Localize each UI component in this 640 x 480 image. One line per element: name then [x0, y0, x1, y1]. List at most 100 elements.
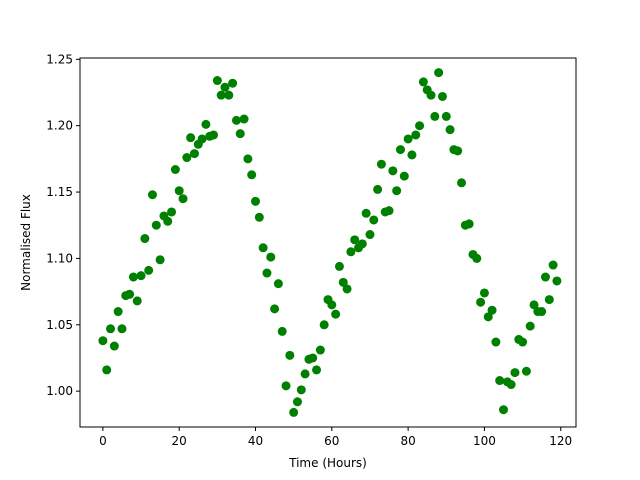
data-point	[300, 369, 310, 379]
data-point	[228, 78, 238, 88]
data-point	[445, 125, 455, 135]
data-point	[281, 381, 291, 391]
x-tick-label: 120	[549, 434, 572, 448]
data-point	[521, 366, 531, 376]
data-point	[441, 111, 451, 121]
data-point	[258, 243, 268, 253]
data-point	[167, 207, 177, 217]
data-point	[544, 295, 554, 305]
data-point	[136, 271, 146, 281]
data-point	[518, 337, 528, 347]
data-point	[201, 119, 211, 129]
data-point	[247, 170, 257, 180]
y-tick-label: 1.15	[46, 185, 73, 199]
data-point	[308, 353, 318, 363]
data-point	[235, 129, 245, 139]
data-point	[163, 216, 173, 226]
data-point	[151, 220, 161, 230]
data-point	[384, 206, 394, 216]
data-point	[216, 90, 226, 100]
data-point	[399, 171, 409, 181]
data-point	[483, 312, 493, 322]
data-point	[144, 265, 154, 275]
data-point	[270, 304, 280, 314]
data-point	[98, 336, 108, 346]
y-tick-label: 1.20	[46, 119, 73, 133]
data-point	[357, 239, 367, 249]
data-point	[327, 300, 337, 310]
data-point	[529, 300, 539, 310]
data-point	[277, 326, 287, 336]
data-point	[403, 134, 413, 144]
data-point	[361, 208, 371, 218]
data-point	[262, 268, 272, 278]
data-point	[220, 82, 230, 92]
data-point	[266, 252, 276, 262]
x-tick-label: 60	[324, 434, 339, 448]
data-point	[373, 184, 383, 194]
y-axis-ticks: 1.00 1.05 1.10 1.15 1.20 1.25	[46, 52, 80, 398]
data-point	[426, 90, 436, 100]
data-point	[548, 260, 558, 270]
y-tick-label: 1.00	[46, 384, 73, 398]
data-point	[197, 134, 207, 144]
x-axis-ticks: 0 20 40 60 80 100 120	[99, 427, 572, 448]
data-point	[476, 297, 486, 307]
data-point	[525, 321, 535, 331]
x-tick-label: 80	[400, 434, 415, 448]
data-point	[315, 345, 325, 355]
data-point	[243, 154, 253, 164]
data-points	[98, 68, 562, 417]
data-point	[434, 68, 444, 78]
data-point	[239, 114, 249, 124]
data-point	[491, 337, 501, 347]
y-tick-label: 1.25	[46, 52, 73, 66]
data-point	[189, 149, 199, 159]
data-point	[113, 307, 123, 317]
data-point	[102, 365, 112, 375]
data-point	[457, 178, 467, 188]
data-point	[418, 77, 428, 87]
y-axis-label: Normalised Flux	[19, 194, 33, 291]
data-point	[437, 91, 447, 101]
data-point	[331, 309, 341, 319]
data-point	[552, 276, 562, 286]
data-point	[319, 320, 329, 330]
data-point	[430, 111, 440, 121]
data-point	[338, 277, 348, 287]
data-point	[388, 166, 398, 176]
data-point	[487, 305, 497, 315]
data-point	[296, 385, 306, 395]
data-point	[132, 296, 142, 306]
data-point	[537, 307, 547, 317]
data-point	[224, 90, 234, 100]
data-point	[365, 230, 375, 240]
plot-frame	[79, 57, 577, 428]
data-point	[464, 219, 474, 229]
data-point	[376, 159, 386, 169]
data-point	[117, 324, 127, 334]
x-tick-label: 20	[172, 434, 187, 448]
y-tick-label: 1.05	[46, 318, 73, 332]
data-point	[499, 405, 509, 415]
x-tick-label: 40	[248, 434, 263, 448]
data-point	[350, 235, 360, 245]
data-point	[453, 146, 463, 156]
data-point	[170, 165, 180, 174]
data-point	[334, 261, 344, 271]
data-point	[212, 76, 222, 86]
data-point	[251, 196, 261, 206]
data-point	[209, 130, 219, 140]
data-point	[147, 190, 157, 200]
data-point	[369, 215, 379, 225]
data-point	[285, 350, 295, 360]
data-point	[292, 397, 302, 407]
x-tick-label: 100	[473, 434, 496, 448]
x-axis-label: Time (Hours)	[288, 456, 367, 470]
data-point	[312, 365, 322, 375]
data-point	[540, 272, 550, 282]
y-tick-label: 1.10	[46, 251, 73, 265]
data-point	[479, 288, 489, 298]
